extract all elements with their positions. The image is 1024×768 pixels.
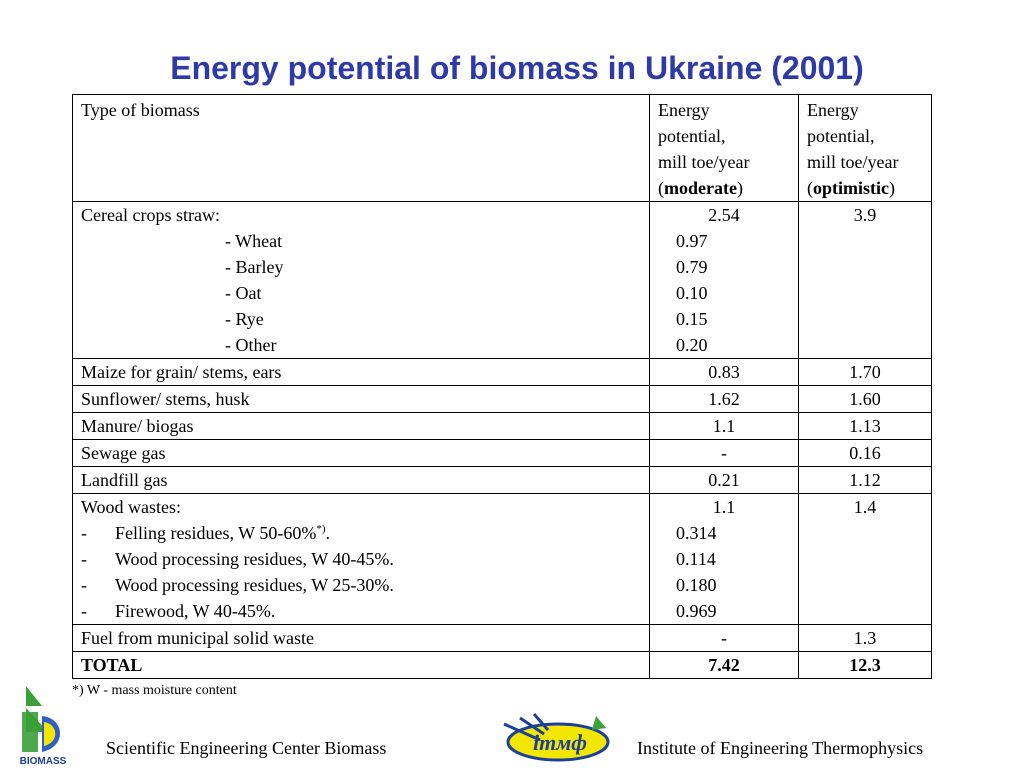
row-label: Sunflower/ stems, husk <box>72 385 650 413</box>
optimistic-value: 1.4 <box>853 497 877 517</box>
sub-item-label: - Rye <box>225 309 264 329</box>
table-row: Landfill gas 0.21 1.12 <box>72 466 932 494</box>
sub-item: - Wood processing residues, W 25-30%. <box>81 575 394 595</box>
table-row: Sewage gas - 0.16 <box>72 439 932 467</box>
header-moderate-tag: moderate <box>664 178 737 198</box>
sub-item: - Felling residues, W 50-60%*). <box>81 523 331 543</box>
sub-item-value: 0.20 <box>676 335 708 355</box>
footer-left-text: Scientific Engineering Center Biomass <box>106 738 387 758</box>
sub-item-label: - Other <box>225 335 277 355</box>
row-label: Maize for grain/ stems, ears <box>72 358 650 386</box>
sub-item-label: - Barley <box>225 257 284 277</box>
header-type: Type of biomass <box>72 94 650 202</box>
header-optimistic-line: mill toe/year <box>807 152 899 172</box>
biomass-logo: BIOMASS <box>20 686 67 767</box>
sub-item-value: 0.97 <box>676 231 708 251</box>
optimistic-value: 1.70 <box>849 362 881 382</box>
sub-item-label: - Wheat <box>225 231 283 251</box>
row-label: Manure/ biogas <box>72 412 650 440</box>
biomass-logo-text: BIOMASS <box>20 756 67 767</box>
itmf-logo-text: ітмф <box>533 730 587 755</box>
total-moderate: 7.42 <box>708 655 740 675</box>
sub-item-label: Wood processing residues, W 40-45%. <box>115 549 394 569</box>
header-moderate-line: mill toe/year <box>658 152 750 172</box>
row-label: Landfill gas <box>72 466 650 494</box>
sub-item-value: 0.15 <box>676 309 708 329</box>
row-label: Cereal crops straw: <box>81 205 220 225</box>
sub-item-value: 0.180 <box>676 575 717 595</box>
sub-item-suffix: . <box>325 523 331 543</box>
moderate-value: - <box>721 628 727 648</box>
table-header-row: Type of biomass Energy potential, mill t… <box>72 94 932 202</box>
footnote: *) W - mass moisture content <box>72 683 237 698</box>
header-moderate-line: potential, <box>658 126 726 146</box>
header-optimistic-tag: optimistic <box>813 178 889 198</box>
header-optimistic-line: Energy <box>807 100 859 120</box>
moderate-value: 2.54 <box>708 205 740 225</box>
row-label: Fuel from municipal solid waste <box>72 624 650 652</box>
total-optimistic: 12.3 <box>849 655 881 675</box>
header-moderate-line: Energy <box>658 100 710 120</box>
moderate-value: 0.21 <box>708 470 740 490</box>
table-row-wood: Wood wastes: - Felling residues, W 50-60%… <box>72 493 932 625</box>
optimistic-value: 1.3 <box>853 628 877 648</box>
optimistic-value: 3.9 <box>853 205 877 225</box>
total-label: TOTAL <box>72 651 650 679</box>
itmf-logo: ітмф <box>503 713 610 762</box>
sub-item-value: 0.114 <box>676 549 716 569</box>
sub-item-value: 0.969 <box>676 601 717 621</box>
table-row: Manure/ biogas 1.1 1.13 <box>72 412 932 440</box>
sub-item-label: - Oat <box>225 283 262 303</box>
header-optimistic-line: potential, <box>807 126 875 146</box>
moderate-value: 0.83 <box>708 362 740 382</box>
optimistic-value: 1.12 <box>849 470 881 490</box>
sub-item-label: Wood processing residues, W 25-30%. <box>115 575 394 595</box>
table-row: Maize for grain/ stems, ears 0.83 1.70 <box>72 358 932 386</box>
biomass-table: Type of biomass Energy potential, mill t… <box>72 94 932 679</box>
header-type-label: Type of biomass <box>81 100 200 120</box>
optimistic-value: 1.60 <box>849 389 881 409</box>
optimistic-value: 1.13 <box>849 416 881 436</box>
header-moderate: Energy potential, mill toe/year (moderat… <box>649 94 799 202</box>
sub-item-value: 0.10 <box>676 283 708 303</box>
table-row-total: TOTAL 7.42 12.3 <box>72 651 932 679</box>
moderate-value: 1.1 <box>712 416 736 436</box>
footer-right-text: Institute of Engineering Thermophysics <box>637 738 924 758</box>
sub-item-label: Firewood, W 40-45%. <box>115 601 276 621</box>
footnote-mark: *) <box>316 523 326 535</box>
optimistic-value: 0.16 <box>849 443 881 463</box>
row-label: Sewage gas <box>72 439 650 467</box>
table-row-msw: Fuel from municipal solid waste - 1.3 <box>72 624 932 652</box>
page-title: Energy potential of biomass in Ukraine (… <box>170 50 864 86</box>
moderate-value: 1.1 <box>712 497 736 517</box>
sub-item-label: Felling residues, W 50-60% <box>115 523 317 543</box>
sub-item-value: 0.79 <box>676 257 708 277</box>
header-optimistic: Energy potential, mill toe/year (optimis… <box>798 94 932 202</box>
table-row: Sunflower/ stems, husk 1.62 1.60 <box>72 385 932 413</box>
sub-item: - Wood processing residues, W 40-45%. <box>81 549 394 569</box>
sub-item-value: 0.314 <box>676 523 717 543</box>
moderate-value: 1.62 <box>708 389 740 409</box>
row-label: Wood wastes: <box>81 497 182 517</box>
sub-item: - Firewood, W 40-45%. <box>81 601 276 621</box>
moderate-value: - <box>721 443 727 463</box>
table-row-cereal: Cereal crops straw: - Wheat - Barley - O… <box>72 201 932 359</box>
